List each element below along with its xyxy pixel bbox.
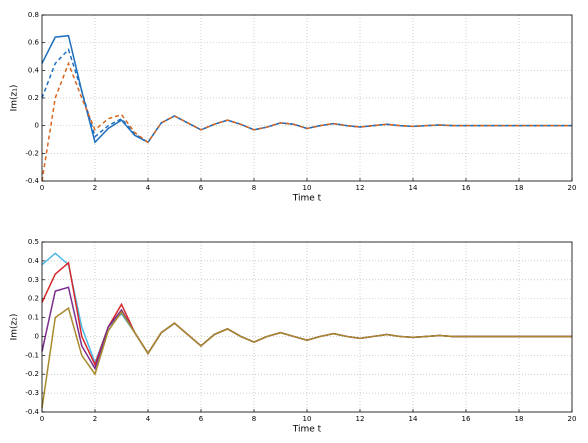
x-tick-label: 20 <box>568 184 577 192</box>
x-tick-label: 10 <box>303 184 312 192</box>
y-axis-label: Im(z₂) <box>10 314 20 341</box>
y-tick-label: 0.4 <box>28 66 40 74</box>
x-tick-label: 18 <box>515 415 524 423</box>
y-tick-label: 0.5 <box>28 238 39 246</box>
y-tick-label: 0.3 <box>28 276 39 284</box>
x-tick-label: 8 <box>252 184 256 192</box>
x-tick-label: 0 <box>40 415 44 423</box>
x-tick-label: 16 <box>462 184 471 192</box>
y-tick-label: -0.3 <box>25 389 39 397</box>
plot-frame <box>41 241 573 413</box>
y-tick-label: -0.4 <box>25 408 39 416</box>
plot-frame <box>41 14 573 182</box>
x-tick-label: 8 <box>252 415 256 423</box>
y-tick-label: -0.2 <box>25 370 39 378</box>
y-tick-label: 0.8 <box>28 11 39 19</box>
x-tick-label: 4 <box>146 415 151 423</box>
x-tick-label: 16 <box>462 415 471 423</box>
x-tick-label: 6 <box>199 415 204 423</box>
x-tick-label: 0 <box>40 184 44 192</box>
x-tick-label: 12 <box>356 415 365 423</box>
y-tick-label: 0.1 <box>28 314 39 322</box>
x-tick-label: 18 <box>515 184 524 192</box>
x-tick-label: 20 <box>568 415 577 423</box>
x-tick-label: 2 <box>93 415 97 423</box>
series-line <box>41 306 572 409</box>
y-tick-label: -0.4 <box>25 177 39 185</box>
series-line <box>41 61 572 182</box>
y-tick-label: -0.1 <box>25 351 39 359</box>
y-tick-label: 0.2 <box>28 94 39 102</box>
x-tick-label: 2 <box>93 184 97 192</box>
x-tick-label: 10 <box>303 415 312 423</box>
x-tick-label: 14 <box>409 415 418 423</box>
y-tick-label: 0.2 <box>28 295 39 303</box>
y-tick-label: 0.6 <box>28 39 40 47</box>
y-tick-label: 0 <box>35 122 39 130</box>
y-tick-label: 0.4 <box>28 257 40 265</box>
x-tick-label: 6 <box>199 184 204 192</box>
x-tick-label: 14 <box>409 184 418 192</box>
y-tick-label: -0.2 <box>25 149 39 157</box>
x-axis-label: Time t <box>292 425 322 435</box>
y-tick-label: 0 <box>35 332 39 340</box>
x-tick-label: 12 <box>356 184 365 192</box>
y-axis-label: Im(z₁) <box>10 85 20 112</box>
x-tick-label: 4 <box>146 184 151 192</box>
x-axis-label: Time t <box>292 194 322 204</box>
